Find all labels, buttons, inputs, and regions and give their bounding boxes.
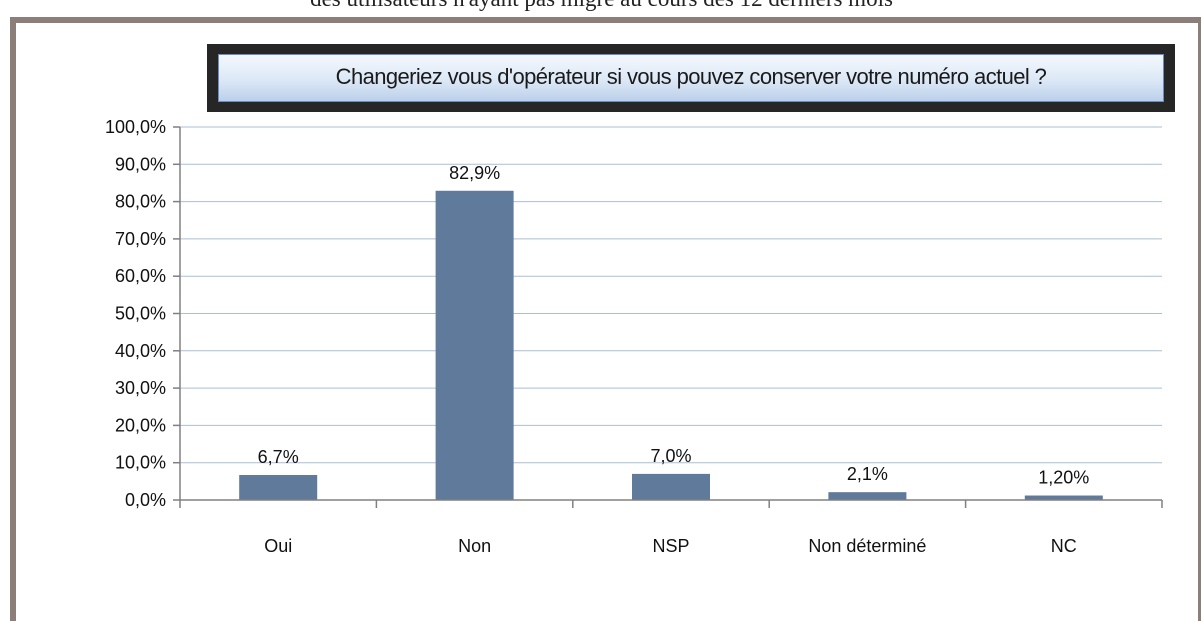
gridlines: [180, 127, 1162, 463]
data-label: 7,0%: [650, 446, 691, 466]
y-tick-label: 50,0%: [115, 304, 166, 324]
y-tick-label: 80,0%: [115, 192, 166, 212]
y-tick-label: 30,0%: [115, 378, 166, 398]
category-label: Oui: [264, 536, 292, 556]
bar-3: [828, 492, 906, 500]
bar-2: [632, 474, 710, 500]
category-label: Non: [458, 536, 491, 556]
category-label: NSP: [652, 536, 689, 556]
category-label: NC: [1051, 536, 1077, 556]
y-tick-label: 10,0%: [115, 453, 166, 473]
y-tick-label: 40,0%: [115, 341, 166, 361]
y-tick-label: 90,0%: [115, 154, 166, 174]
y-tick-label: 60,0%: [115, 266, 166, 286]
y-tick-label: 100,0%: [105, 117, 166, 137]
data-label: 1,20%: [1038, 468, 1089, 488]
y-tick-label: 0,0%: [125, 490, 166, 510]
bar-1: [436, 191, 514, 500]
data-label: 2,1%: [847, 464, 888, 484]
y-tick-label: 70,0%: [115, 229, 166, 249]
bar-0: [239, 475, 317, 500]
data-label: 6,7%: [258, 447, 299, 467]
y-tick-label: 20,0%: [115, 415, 166, 435]
category-label: Non déterminé: [808, 536, 926, 556]
data-label: 82,9%: [449, 163, 500, 183]
